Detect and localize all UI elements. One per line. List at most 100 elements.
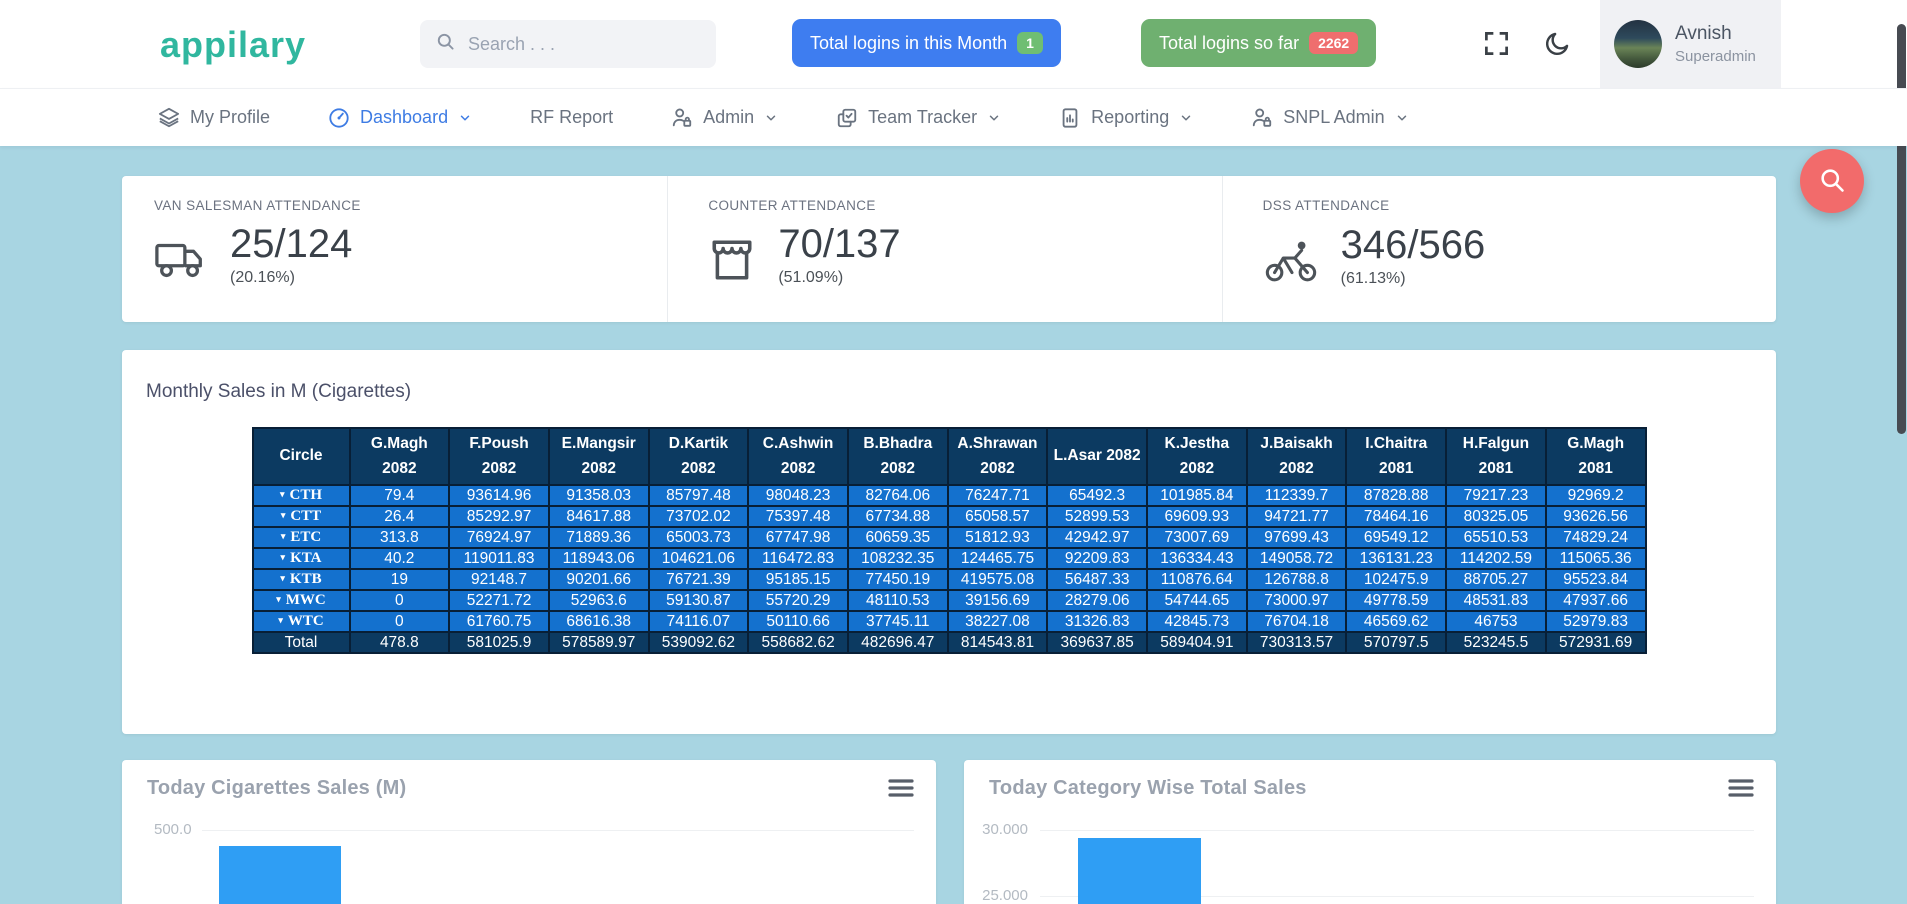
value-cell: 118943.06 bbox=[547, 547, 650, 570]
value-cell: 92209.83 bbox=[1046, 547, 1148, 570]
today-category-sales-card: Today Category Wise Total Sales 30.000 2… bbox=[964, 760, 1776, 904]
y-axis-tick: 25.000 bbox=[982, 887, 1028, 904]
total-value-cell: 589404.91 bbox=[1146, 631, 1248, 654]
value-cell: 52963.6 bbox=[547, 589, 650, 612]
value-cell: 48531.83 bbox=[1445, 589, 1547, 612]
column-header-circle: Circle bbox=[251, 427, 351, 486]
value-cell: 54744.65 bbox=[1146, 589, 1248, 612]
total-logins-button[interactable]: Total logins so far 2262 bbox=[1141, 19, 1377, 67]
layers-icon bbox=[158, 107, 180, 129]
moon-icon bbox=[1543, 30, 1571, 61]
column-header-month: G.Magh 2081 bbox=[1544, 427, 1647, 486]
nav-item-rf-report[interactable]: RF Report bbox=[530, 107, 613, 128]
total-value-cell: 572931.69 bbox=[1544, 631, 1647, 654]
value-cell: 65492.3 bbox=[1046, 484, 1148, 507]
search-icon bbox=[1818, 166, 1846, 197]
stat-label: DSS ATTENDANCE bbox=[1262, 198, 1390, 213]
chevron-down-icon bbox=[1395, 111, 1409, 125]
circle-cell[interactable]: ▾ KTB bbox=[251, 568, 351, 591]
total-value-cell: 581025.9 bbox=[448, 631, 550, 654]
value-cell: 47937.66 bbox=[1544, 589, 1647, 612]
value-cell: 46569.62 bbox=[1345, 610, 1448, 633]
floating-search-button[interactable] bbox=[1800, 149, 1864, 213]
circle-cell[interactable]: ▾ CTH bbox=[251, 484, 351, 507]
today-cigarettes-sales-card: Today Cigarettes Sales (M) 500.0 bbox=[122, 760, 936, 904]
chart-menu-button[interactable] bbox=[1728, 778, 1754, 801]
stat-percent: (20.16%) bbox=[230, 269, 295, 286]
value-cell: 37745.11 bbox=[846, 610, 949, 633]
value-cell: 419575.08 bbox=[946, 568, 1049, 591]
value-cell: 114202.59 bbox=[1445, 547, 1547, 570]
value-cell: 149058.72 bbox=[1245, 547, 1348, 570]
store-icon bbox=[708, 238, 756, 287]
user-lock-icon bbox=[671, 107, 693, 129]
user-role: Superadmin bbox=[1675, 48, 1756, 65]
column-header-month: C.Ashwin 2082 bbox=[747, 427, 849, 486]
stat-value: 25/124 bbox=[230, 222, 353, 266]
value-cell: 108232.35 bbox=[846, 547, 949, 570]
nav-item-admin[interactable]: Admin bbox=[671, 107, 778, 129]
value-cell: 49778.59 bbox=[1345, 589, 1448, 612]
column-header-month: I.Chaitra 2081 bbox=[1345, 427, 1448, 486]
bar bbox=[219, 846, 341, 904]
monthly-sales-card: Monthly Sales in M (Cigarettes) Circle G.… bbox=[122, 350, 1776, 734]
month-logins-button[interactable]: Total logins in this Month 1 bbox=[792, 19, 1061, 67]
nav-item-my-profile[interactable]: My Profile bbox=[158, 107, 270, 129]
column-header-month: H.Falgun 2081 bbox=[1445, 427, 1547, 486]
value-cell: 76247.71 bbox=[946, 484, 1049, 507]
value-cell: 67734.88 bbox=[846, 505, 949, 528]
chevron-down-icon bbox=[1179, 111, 1193, 125]
row-expand-caret: ▾ bbox=[280, 573, 285, 583]
table-row: ▾ CTT 26.4 85292.97 84617.88 73702.02 75397.48… bbox=[251, 505, 1647, 528]
value-cell: 98048.23 bbox=[747, 484, 849, 507]
nav-item-dashboard[interactable]: Dashboard bbox=[328, 107, 472, 129]
column-header-month: L.Asar 2082 bbox=[1046, 427, 1148, 486]
value-cell: 85797.48 bbox=[647, 484, 750, 507]
value-cell: 55720.29 bbox=[747, 589, 849, 612]
stat-label: VAN SALESMAN ATTENDANCE bbox=[154, 198, 361, 213]
nav-label: My Profile bbox=[190, 107, 271, 127]
user-menu[interactable]: Avnish Superadmin bbox=[1600, 0, 1781, 88]
table-row: ▾ KTB 19 92148.7 90201.66 76721.39 95185.15 774… bbox=[251, 568, 1647, 591]
nav-item-reporting[interactable]: Reporting bbox=[1059, 107, 1193, 129]
value-cell: 136131.23 bbox=[1345, 547, 1448, 570]
table-row: ▾ MWC 0 52271.72 52963.6 59130.87 55720.29 4811… bbox=[251, 589, 1647, 612]
theme-toggle-button[interactable] bbox=[1540, 28, 1574, 62]
nav-item-snpl-admin[interactable]: SNPL Admin bbox=[1251, 107, 1408, 129]
value-cell: 90201.66 bbox=[547, 568, 650, 591]
value-cell: 71889.36 bbox=[547, 526, 650, 549]
y-axis-tick: 500.0 bbox=[154, 821, 192, 838]
month-logins-label: Total logins in this Month bbox=[810, 32, 1008, 53]
nav-label: Dashboard bbox=[360, 107, 449, 127]
chart-menu-button[interactable] bbox=[888, 778, 914, 801]
stat-van-salesman: VAN SALESMAN ATTENDANCE 25/124 (20.16%) bbox=[122, 176, 667, 322]
top-header: appilary Total logins in this Month 1 To… bbox=[0, 0, 1907, 88]
value-cell: 52271.72 bbox=[448, 589, 550, 612]
value-cell: 76704.18 bbox=[1245, 610, 1348, 633]
value-cell: 65510.53 bbox=[1445, 526, 1547, 549]
chart-title: Today Category Wise Total Sales bbox=[989, 777, 1307, 799]
circle-cell[interactable]: ▾ WTC bbox=[251, 610, 351, 633]
circle-cell[interactable]: ▾ KTA bbox=[251, 547, 351, 570]
nav-item-team-tracker[interactable]: Team Tracker bbox=[836, 107, 1001, 129]
value-cell: 26.4 bbox=[348, 505, 451, 528]
nav-label: Reporting bbox=[1091, 107, 1170, 127]
search-input[interactable] bbox=[466, 32, 700, 56]
value-cell: 52899.53 bbox=[1046, 505, 1148, 528]
circle-cell[interactable]: ▾ MWC bbox=[251, 589, 351, 612]
value-cell: 73007.69 bbox=[1146, 526, 1248, 549]
fullscreen-button[interactable] bbox=[1479, 28, 1513, 62]
circle-cell[interactable]: ▾ CTT bbox=[251, 505, 351, 528]
total-logins-label: Total logins so far bbox=[1159, 32, 1300, 53]
value-cell: 79.4 bbox=[348, 484, 451, 507]
page-scrollbar-thumb[interactable] bbox=[1897, 24, 1906, 434]
total-value-cell: 478.8 bbox=[348, 631, 451, 654]
value-cell: 75397.48 bbox=[747, 505, 849, 528]
total-value-cell: 558682.62 bbox=[747, 631, 849, 654]
total-value-cell: 369637.85 bbox=[1046, 631, 1148, 654]
circle-cell[interactable]: ▾ ETC bbox=[251, 526, 351, 549]
value-cell: 19 bbox=[348, 568, 451, 591]
value-cell: 102475.9 bbox=[1345, 568, 1448, 591]
total-value-cell: 814543.81 bbox=[946, 631, 1049, 654]
